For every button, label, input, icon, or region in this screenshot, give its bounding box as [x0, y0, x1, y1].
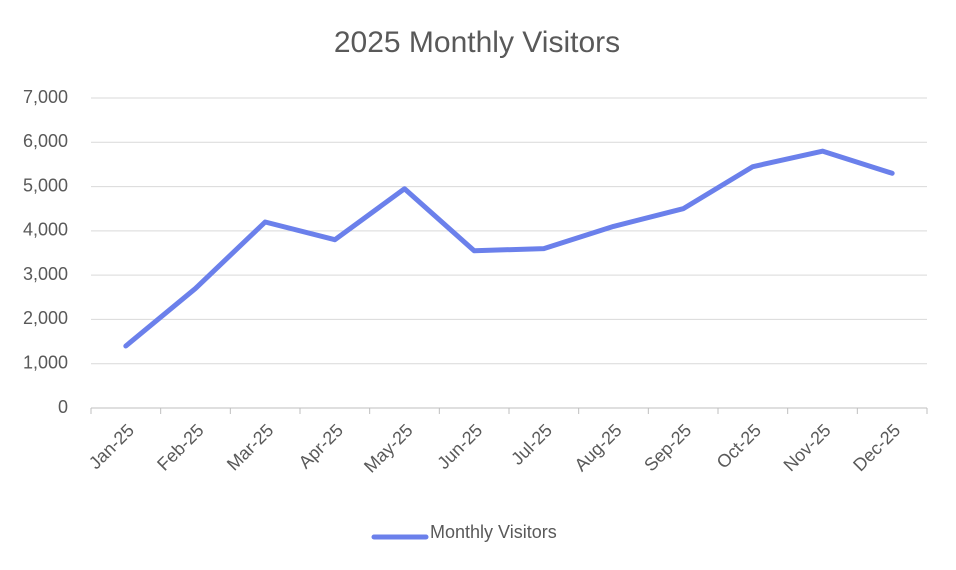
chart-title: 2025 Monthly Visitors	[334, 26, 620, 59]
x-tick-label: Oct-25	[713, 420, 765, 472]
y-tick-label: 4,000	[23, 220, 68, 240]
x-tick-label: Feb-25	[153, 420, 207, 474]
x-tick-label: Apr-25	[295, 420, 347, 472]
y-tick-label: 6,000	[23, 131, 68, 151]
x-tick-label: Nov-25	[780, 420, 835, 475]
x-tick-label: Aug-25	[570, 420, 625, 475]
y-tick-label: 1,000	[23, 352, 68, 372]
y-tick-label: 7,000	[23, 87, 68, 107]
y-tick-label: 3,000	[23, 264, 68, 284]
x-tick-label: Jul-25	[507, 420, 556, 469]
x-tick-label: Jan-25	[85, 420, 138, 473]
x-tick-label: Mar-25	[223, 420, 277, 474]
x-tick-label: Dec-25	[849, 420, 904, 475]
y-tick-label: 2,000	[23, 308, 68, 328]
data-line	[123, 148, 895, 349]
y-tick-label: 0	[58, 397, 68, 417]
x-tick-label: May-25	[360, 420, 417, 477]
x-tick-label: Jun-25	[433, 420, 486, 473]
legend-label: Monthly Visitors	[430, 522, 557, 542]
y-tick-label: 5,000	[23, 175, 68, 195]
x-tick-label: Sep-25	[640, 420, 695, 475]
